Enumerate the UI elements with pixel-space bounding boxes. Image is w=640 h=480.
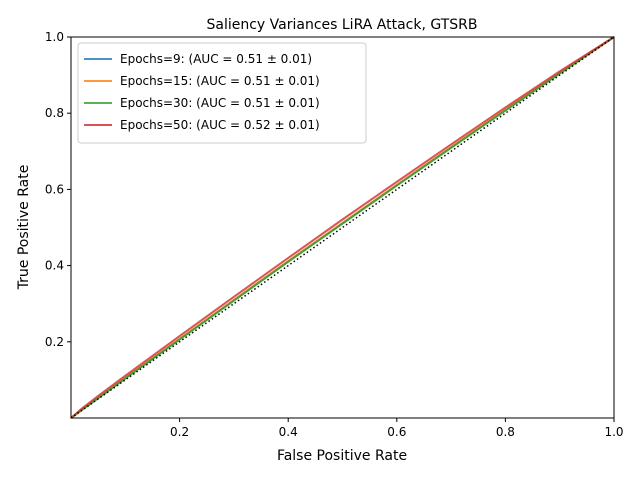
x-axis-label: False Positive Rate [277,448,407,464]
y-tick-label: 0.2 [45,335,64,349]
x-tick-label: 0.2 [170,425,189,439]
plot-area [70,36,615,419]
chart-title: Saliency Variances LiRA Attack, GTSRB [207,17,478,33]
y-tick-label: 1.0 [45,30,64,44]
y-tick-label: 0.6 [45,182,64,196]
legend-box [77,42,367,144]
y-axis-ticks: 0.2 0.4 0.6 0.8 1.0 [45,30,71,349]
series-line-4 [70,36,615,419]
x-tick-label: 0.4 [279,425,298,439]
legend-label-4: Epochs=50: (AUC = 0.52 ± 0.01) [120,118,320,132]
legend-label-3: Epochs=30: (AUC = 0.51 ± 0.01) [120,96,320,110]
x-tick-label: 1.0 [604,425,623,439]
plot-frame [70,36,615,419]
x-axis-ticks: 0.2 0.4 0.6 0.8 1.0 [170,418,624,439]
y-tick-label: 0.4 [45,259,64,273]
legend-label-2: Epochs=15: (AUC = 0.51 ± 0.01) [120,74,320,88]
reference-diagonal [70,36,615,419]
y-tick-label: 0.8 [45,106,64,120]
legend: Epochs=9: (AUC = 0.51 ± 0.01) Epochs=15: … [77,42,367,144]
legend-label-1: Epochs=9: (AUC = 0.51 ± 0.01) [120,52,312,66]
y-axis-label: True Positive Rate [16,165,32,291]
x-tick-label: 0.6 [387,425,406,439]
x-tick-label: 0.8 [496,425,515,439]
series-line-3 [70,36,615,419]
